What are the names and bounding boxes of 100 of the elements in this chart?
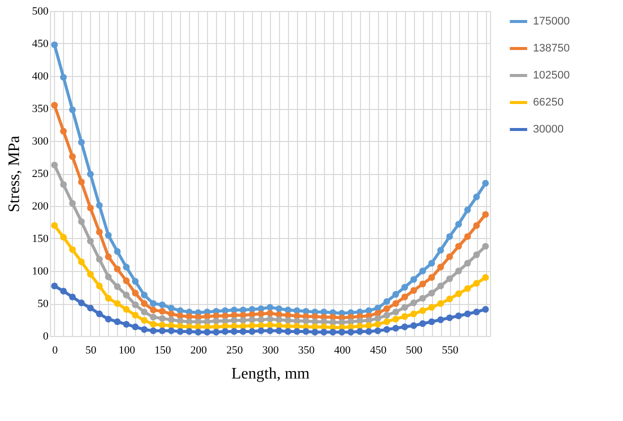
point (446, 233, 453, 240)
point (401, 284, 408, 291)
point (258, 310, 264, 318)
point (69, 153, 76, 160)
point (60, 288, 67, 294)
point (302, 328, 310, 335)
point (330, 328, 336, 336)
point (140, 300, 148, 307)
point (132, 301, 139, 308)
point (437, 300, 444, 307)
point (150, 300, 157, 307)
point (51, 41, 58, 48)
point (464, 260, 471, 267)
legend-label: 102500 (533, 70, 570, 82)
point (383, 312, 390, 319)
point (428, 304, 435, 311)
point (248, 328, 256, 335)
x-tick-label: 200 (190, 344, 208, 356)
point (455, 268, 462, 274)
point (266, 316, 274, 322)
point (69, 106, 76, 114)
point (266, 310, 274, 317)
point (482, 274, 489, 281)
point (96, 310, 103, 318)
point (204, 328, 210, 336)
point (240, 317, 246, 324)
point (464, 233, 471, 240)
point (410, 287, 418, 294)
point (96, 202, 103, 209)
point (410, 276, 418, 283)
x-tick-label: 400 (334, 344, 352, 356)
point (464, 310, 471, 318)
y-tick-label: 200 (32, 200, 49, 212)
point (150, 306, 157, 314)
point (96, 282, 103, 290)
point (383, 326, 390, 333)
point (428, 274, 435, 281)
point (114, 283, 121, 290)
point (392, 308, 400, 316)
point (140, 308, 148, 316)
point (158, 301, 166, 308)
point (132, 290, 139, 296)
x-tick-label: 150 (154, 344, 172, 356)
point (96, 228, 103, 236)
point (419, 320, 426, 327)
point (464, 285, 471, 292)
point (60, 128, 67, 135)
point (51, 102, 58, 109)
point (158, 322, 166, 328)
y-tick-label: 50 (38, 298, 49, 310)
x-tick-label: 250 (226, 344, 244, 356)
point (51, 222, 58, 229)
point (258, 327, 264, 334)
point (276, 305, 282, 312)
point (294, 328, 300, 335)
point (455, 242, 462, 250)
point (158, 327, 166, 334)
point (60, 181, 67, 188)
point (455, 312, 462, 320)
point (60, 234, 67, 241)
x-axis-title: Length, mm (231, 366, 310, 382)
x-tick-label: 0 (52, 344, 58, 356)
point (374, 315, 382, 322)
point (114, 248, 121, 255)
point (150, 327, 157, 334)
point (383, 318, 390, 326)
point (176, 328, 184, 335)
point (374, 327, 382, 334)
point (150, 314, 157, 320)
point (105, 316, 112, 322)
point (383, 298, 390, 305)
point (392, 291, 400, 298)
point (212, 318, 220, 324)
point (168, 304, 175, 312)
point (87, 304, 94, 312)
point (338, 328, 346, 336)
point (266, 322, 274, 328)
point (114, 318, 121, 326)
point (78, 300, 85, 306)
point (266, 304, 274, 311)
point (446, 314, 453, 322)
point (122, 320, 130, 328)
point (60, 74, 67, 81)
point (482, 211, 489, 218)
point (140, 292, 148, 298)
point (482, 306, 489, 313)
point (428, 260, 435, 267)
point (87, 270, 94, 278)
legend-label: 30000 (533, 124, 564, 136)
point (168, 310, 175, 318)
point (69, 246, 76, 253)
point (258, 316, 264, 324)
point (122, 292, 130, 298)
y-tick-label: 500 (32, 6, 49, 18)
point (87, 204, 94, 212)
point (158, 315, 166, 322)
point (132, 312, 139, 319)
point (248, 316, 256, 324)
point (51, 282, 58, 290)
point (105, 232, 112, 239)
